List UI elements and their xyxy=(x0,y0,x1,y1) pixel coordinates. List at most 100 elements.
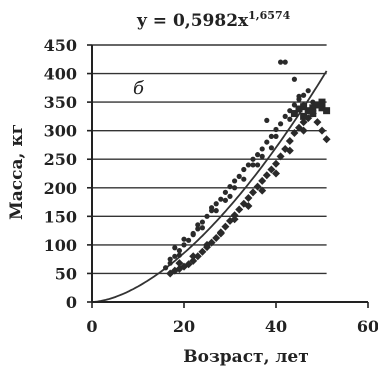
point-diamond-6 xyxy=(193,252,202,261)
point-diamond-23 xyxy=(272,159,280,168)
point-square-5 xyxy=(313,101,321,109)
point-square-6 xyxy=(318,104,326,112)
point-circle-35 xyxy=(199,225,205,231)
point-diamond-10 xyxy=(212,234,221,243)
y-tick-350: 350 xyxy=(44,93,77,112)
y-tick-200: 200 xyxy=(44,179,77,198)
point-square-7 xyxy=(323,107,331,115)
point-circle-40 xyxy=(268,145,274,151)
point-circle-17 xyxy=(241,166,247,173)
point-circle-19 xyxy=(250,156,256,162)
y-tick-150: 150 xyxy=(44,207,77,226)
point-circle-21 xyxy=(259,146,265,152)
point-circle-47 xyxy=(181,236,187,242)
point-diamond-35 xyxy=(175,259,184,268)
point-diamond-18 xyxy=(249,188,257,197)
panel-label: б xyxy=(133,78,145,99)
y-tick-labels: 0 50 100 150 200 250 300 350 400 450 xyxy=(44,36,77,312)
point-circle-2 xyxy=(172,253,178,259)
point-circle-48 xyxy=(195,222,201,228)
point-circle-54 xyxy=(273,133,279,139)
point-circle-49 xyxy=(209,205,215,211)
y-tick-50: 50 xyxy=(55,264,77,283)
point-circle-4 xyxy=(181,242,187,248)
fit-curve-layer xyxy=(91,70,328,303)
point-circle-13 xyxy=(222,189,228,195)
point-diamond-22 xyxy=(267,165,276,174)
point-circle-11 xyxy=(213,201,219,207)
gridlines xyxy=(92,44,327,275)
point-circle-18 xyxy=(245,162,251,168)
point-diamond-24 xyxy=(276,152,285,161)
x-tick-60: 60 xyxy=(357,317,378,336)
y-axis-label: Масса, кг xyxy=(7,124,27,220)
point-circle-46 xyxy=(172,245,178,251)
point-diamond-27 xyxy=(290,128,299,137)
point-diamond-39 xyxy=(230,215,239,224)
point-diamond-40 xyxy=(244,202,253,211)
point-circle-23 xyxy=(268,133,274,139)
point-circle-14 xyxy=(227,184,233,190)
point-circle-32 xyxy=(167,256,173,262)
x-tick-labels: 0 20 40 60 xyxy=(86,317,378,336)
point-diamond-12 xyxy=(221,222,230,231)
y-tick-300: 300 xyxy=(44,122,77,141)
point-square-8 xyxy=(300,112,308,120)
point-circle-7 xyxy=(195,226,201,232)
point-circle-1 xyxy=(167,260,173,266)
y-tick-100: 100 xyxy=(44,236,77,255)
point-circle-3 xyxy=(176,248,182,254)
point-circle-26 xyxy=(282,113,288,119)
title-exponent: 1,6574 xyxy=(248,9,290,22)
point-diamond-44 xyxy=(299,126,308,135)
point-diamond-42 xyxy=(272,169,280,178)
point-diamond-32 xyxy=(313,118,322,127)
title-main: y = 0,5982x xyxy=(136,11,249,31)
point-circle-25 xyxy=(278,121,284,127)
x-tick-40: 40 xyxy=(265,317,287,336)
x-tick-0: 0 xyxy=(86,317,97,336)
x-axis-label: Возраст, лет xyxy=(183,347,309,367)
point-circle-9 xyxy=(204,213,210,219)
point-circle-31 xyxy=(305,88,311,94)
point-diamond-26 xyxy=(285,136,294,145)
point-diamond-21 xyxy=(262,171,271,180)
point-square-9 xyxy=(309,110,317,118)
y-tick-250: 250 xyxy=(44,150,77,169)
point-circle-51 xyxy=(232,185,238,191)
point-diamond-37 xyxy=(203,240,211,249)
point-circle-5 xyxy=(186,237,192,243)
point-circle-41 xyxy=(264,117,270,123)
point-circle-22 xyxy=(264,139,270,145)
point-diamond-36 xyxy=(189,252,198,261)
point-circle-36 xyxy=(213,208,219,214)
point-diamond-4 xyxy=(184,260,193,269)
point-circle-42 xyxy=(278,59,284,65)
point-circle-37 xyxy=(227,193,233,199)
point-circle-50 xyxy=(222,197,228,203)
point-circle-55 xyxy=(287,116,293,122)
point-circle-53 xyxy=(259,153,265,159)
point-square-4 xyxy=(309,104,317,112)
point-diamond-33 xyxy=(318,126,326,135)
fit-curve xyxy=(91,70,328,303)
point-diamond-5 xyxy=(189,256,198,265)
point-diamond-15 xyxy=(235,205,244,214)
point-circle-33 xyxy=(176,252,182,258)
point-circle-16 xyxy=(236,173,242,179)
point-diamond-7 xyxy=(198,247,207,256)
point-square-1 xyxy=(295,105,303,113)
point-circle-0 xyxy=(163,265,169,271)
chart-title: y = 0,5982x1,6574 xyxy=(136,9,291,31)
x-tick-20: 20 xyxy=(173,317,195,336)
point-circle-12 xyxy=(218,196,224,202)
y-tick-450: 450 xyxy=(44,36,77,55)
point-circle-30 xyxy=(301,92,307,98)
point-circle-24 xyxy=(273,126,279,133)
point-diamond-29 xyxy=(299,118,308,127)
point-circle-39 xyxy=(255,162,261,168)
point-diamond-19 xyxy=(253,182,262,191)
point-diamond-34 xyxy=(322,135,331,144)
point-circle-8 xyxy=(199,219,205,225)
